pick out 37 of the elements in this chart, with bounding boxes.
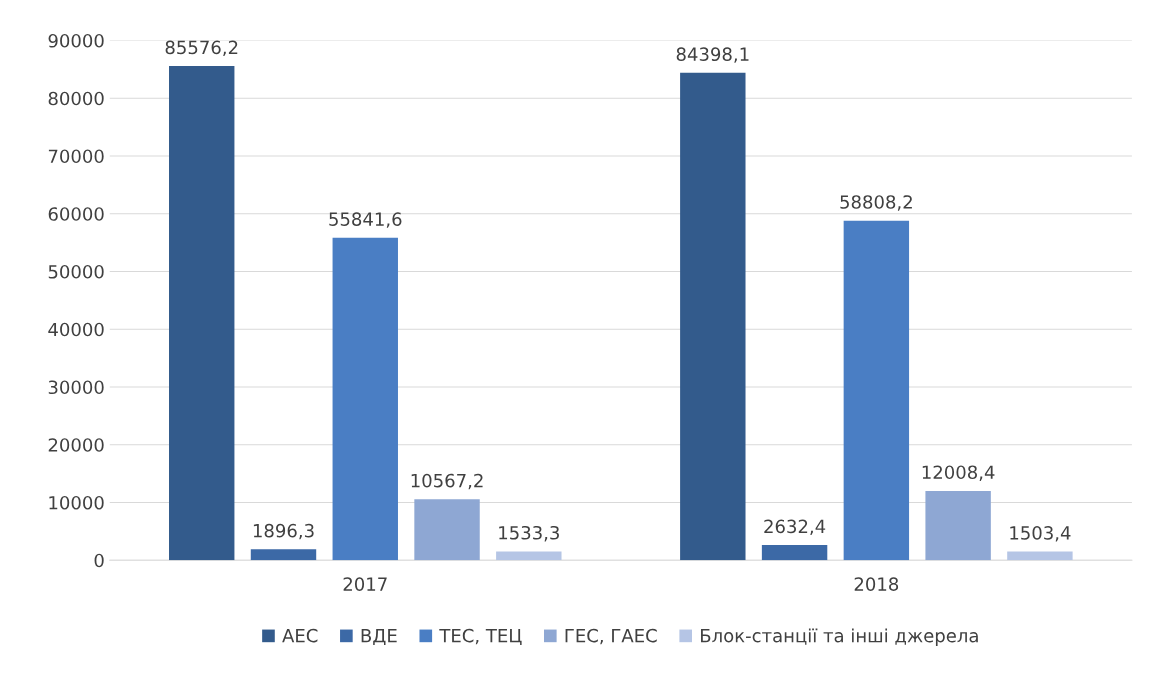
data-label: 1503,4	[1010, 526, 1071, 542]
bar	[925, 490, 991, 561]
y-tick-label: 50000	[48, 264, 104, 279]
bar	[680, 72, 746, 561]
bar	[332, 237, 398, 561]
data-label: 1896,3	[253, 523, 314, 540]
x-tick-label: 2017	[343, 577, 387, 591]
data-label: 85576,2	[165, 40, 238, 57]
bar	[843, 220, 910, 561]
bar	[1007, 551, 1073, 561]
y-tick-label: 80000	[48, 91, 104, 106]
y-tick-label: 10000	[49, 495, 104, 510]
data-label: 10567,2	[411, 473, 483, 490]
legend-label: АЕС	[282, 628, 318, 643]
legend-label: ГЕС, ГАЕС	[565, 628, 657, 645]
data-label: 2632,4	[764, 519, 826, 536]
x-tick-label: 2018	[854, 577, 899, 591]
bar	[414, 499, 480, 561]
y-tick-label: 70000	[48, 149, 104, 164]
y-tick-label: 90000	[48, 33, 104, 48]
y-tick-label: 40000	[48, 322, 104, 337]
bar	[761, 545, 828, 561]
legend-label: ВДЕ	[361, 629, 397, 646]
bar	[169, 66, 235, 561]
data-label: 1533,3	[499, 525, 559, 542]
data-label: 84398,1	[676, 47, 749, 63]
y-tick-label: 20000	[48, 438, 104, 452]
legend-label: ТЕС, ТЕЦ	[439, 628, 522, 646]
data-label: 12008,4	[922, 465, 995, 481]
y-tick-label: 0	[94, 553, 104, 568]
y-tick-label: 60000	[48, 207, 104, 221]
bar	[496, 551, 562, 561]
y-tick-label: 30000	[48, 380, 104, 395]
bar	[250, 549, 317, 561]
data-label: 55841,6	[329, 212, 402, 228]
data-label: 58808,2	[840, 195, 912, 211]
legend-label: Блок-станції та інші джерела	[701, 628, 978, 646]
